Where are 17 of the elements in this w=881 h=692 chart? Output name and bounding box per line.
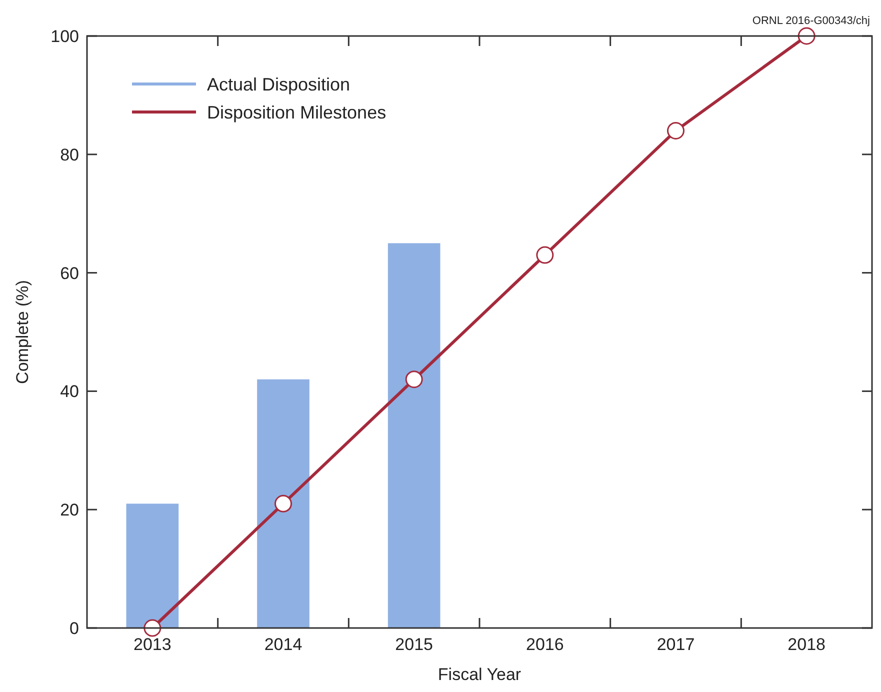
- text: ORNL 2016-G00343/chj: [752, 15, 870, 27]
- y-axis-title: Complete (%): [13, 280, 32, 384]
- y-tick-label: 40: [60, 382, 79, 402]
- legend-label: Actual Disposition: [207, 74, 350, 94]
- y-tick-label: 80: [60, 145, 79, 164]
- y-tick-label: 0: [70, 618, 79, 638]
- x-tick-label: 2018: [788, 635, 826, 654]
- x-axis-title: Fiscal Year: [438, 665, 522, 684]
- x-tick-label: 2015: [395, 635, 433, 654]
- y-tick-label: 60: [60, 264, 79, 283]
- x-tick-label: 2016: [526, 635, 564, 654]
- x-tick-label: 2014: [264, 635, 302, 654]
- y-tick-label: 20: [60, 500, 79, 520]
- legend-label: Disposition Milestones: [207, 102, 386, 122]
- y-tick-label: 100: [50, 26, 79, 46]
- x-tick-label: 2017: [656, 635, 695, 654]
- x-tick-label: 2013: [134, 635, 172, 654]
